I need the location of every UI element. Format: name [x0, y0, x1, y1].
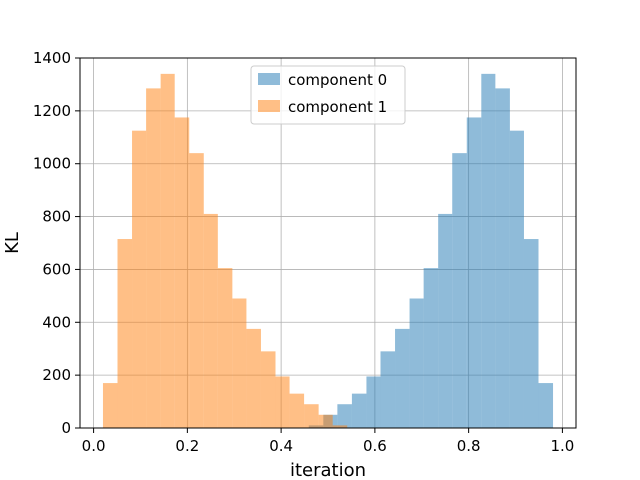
histogram-bar: [332, 425, 348, 428]
x-tick-label: 0.2: [175, 437, 199, 455]
x-tick-label: 0.6: [363, 437, 387, 455]
histogram-bar: [538, 383, 554, 428]
histogram-bar: [304, 404, 319, 428]
histogram-bar: [337, 404, 352, 428]
y-tick-label: 200: [42, 366, 71, 384]
histogram-bar: [452, 153, 467, 428]
histogram-bar: [395, 328, 410, 428]
histogram-bar: [466, 117, 482, 428]
histogram-bar: [246, 328, 261, 428]
y-axis-ticks: 0 200 400 600 800 1000 1200 1400: [33, 49, 80, 437]
legend-label-component-0: component 0: [288, 71, 387, 89]
y-tick-label: 1400: [33, 49, 71, 67]
y-tick-label: 0: [61, 419, 71, 437]
histogram-bar: [481, 73, 496, 428]
histogram-bar: [275, 376, 290, 428]
x-tick-label: 1.0: [550, 437, 574, 455]
histogram-bar: [423, 268, 439, 428]
x-tick-label: 0.0: [82, 437, 106, 455]
legend-frame: [250, 65, 406, 125]
series-1-bars: [102, 73, 348, 429]
histogram-bar: [102, 383, 118, 428]
legend: component 0 component 1: [250, 65, 406, 125]
histogram-bar: [351, 393, 367, 428]
histogram-bar: [260, 351, 276, 428]
legend-label-component-1: component 1: [288, 98, 387, 116]
y-axis-label: KL: [2, 232, 23, 254]
histogram-bar: [203, 213, 218, 428]
histogram-bar: [289, 393, 305, 428]
histogram-bar: [495, 88, 510, 429]
histogram-bar: [366, 376, 381, 428]
y-tick-label: 1000: [33, 155, 71, 173]
x-axis-ticks: 0.0 0.2 0.4 0.6 0.8 1.0: [82, 428, 574, 455]
legend-swatch-component-1: [258, 100, 280, 112]
histogram-bar: [523, 239, 539, 428]
histogram-bar: [318, 414, 333, 428]
y-tick-label: 400: [42, 313, 71, 331]
legend-swatch-component-0: [258, 73, 280, 85]
y-tick-label: 800: [42, 208, 71, 226]
histogram-bar: [146, 88, 161, 429]
y-tick-label: 1200: [33, 102, 71, 120]
histogram-bar: [232, 298, 247, 428]
series-0-bars: [308, 73, 554, 429]
bars: [102, 73, 554, 429]
histogram-bar: [132, 130, 147, 428]
histogram-bar: [380, 351, 396, 428]
histogram-bar: [189, 153, 204, 428]
plot-frame: [79, 57, 577, 429]
histogram-bar: [409, 298, 424, 428]
x-tick-label: 0.4: [269, 437, 293, 455]
x-axis-label: iteration: [290, 460, 366, 480]
y-tick-label: 600: [42, 260, 71, 278]
histogram-bar: [117, 239, 133, 428]
histogram-bar: [438, 213, 453, 428]
histogram-bar: [160, 73, 175, 428]
histogram-bar: [217, 268, 233, 428]
histogram-bar: [174, 117, 190, 428]
x-tick-label: 0.8: [457, 437, 481, 455]
histogram-bar: [509, 130, 524, 428]
